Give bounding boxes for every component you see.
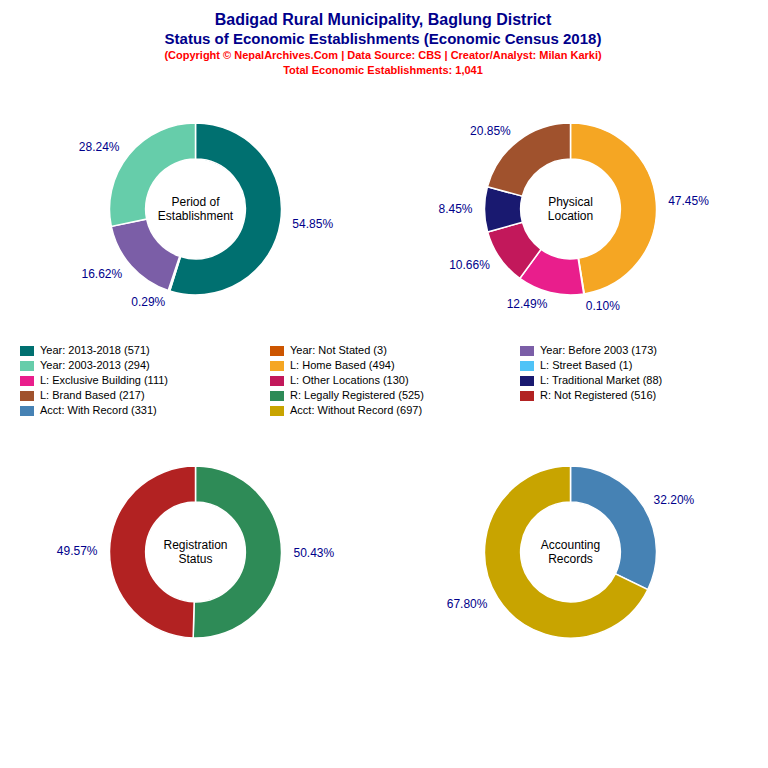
svg-text:28.24%: 28.24% <box>79 140 120 154</box>
svg-text:49.57%: 49.57% <box>57 544 98 558</box>
html-text:Year: 2003-2013 (294): Year: 2003-2013 (294) <box>40 359 150 371</box>
svg-text:10.66%: 10.66% <box>449 258 490 272</box>
svg-text:47.45%: 47.45% <box>668 194 709 208</box>
html-text:L: Brand Based (217): L: Brand Based (217) <box>40 389 145 401</box>
html-text:L: Traditional Market (88): L: Traditional Market (88) <box>540 374 663 386</box>
svg-text:67.80%: 67.80% <box>447 597 488 611</box>
html-text:Year: Not Stated (3): Year: Not Stated (3) <box>290 344 387 356</box>
html-text:L: Home Based (494): L: Home Based (494) <box>290 359 395 371</box>
html-text:R: Legally Registered (525): R: Legally Registered (525) <box>290 389 424 401</box>
html-text:Status of Economic Establishme: Status of Economic Establishments (Econo… <box>164 30 602 47</box>
svg-text:50.43%: 50.43% <box>293 546 334 560</box>
svg-text:16.62%: 16.62% <box>81 267 122 281</box>
svg-text:8.45%: 8.45% <box>438 202 472 216</box>
html-text:R: Not Registered (516): R: Not Registered (516) <box>540 389 657 401</box>
html-text:Acct: Without Record (697): Acct: Without Record (697) <box>290 404 423 416</box>
html-text:Acct: With Record (331): Acct: With Record (331) <box>40 404 157 416</box>
html-text:Registration Status: Registration Status <box>163 538 228 566</box>
svg-text:20.85%: 20.85% <box>470 124 511 138</box>
html-text:Badigad Rural Municipality, Ba: Badigad Rural Municipality, Baglung Dist… <box>214 11 552 28</box>
html-text:Year: 2013-2018 (571): Year: 2013-2018 (571) <box>40 344 150 356</box>
svg-text:12.49%: 12.49% <box>507 297 548 311</box>
svg-text:32.20%: 32.20% <box>654 493 695 507</box>
svg-text:0.29%: 0.29% <box>131 295 165 309</box>
html-text:(Copyright © NepalArchives.Com: (Copyright © NepalArchives.Com | Data So… <box>164 49 602 61</box>
svg-text:0.10%: 0.10% <box>586 299 620 313</box>
svg-text:54.85%: 54.85% <box>292 217 333 231</box>
html-text:L: Street Based (1): L: Street Based (1) <box>540 359 633 371</box>
html-text:Total Economic Establishments:: Total Economic Establishments: 1,041 <box>283 64 483 76</box>
html-text:Period of Establishment: Period of Establishment <box>157 195 234 223</box>
html-text:Year: Before 2003 (173): Year: Before 2003 (173) <box>540 344 657 356</box>
html-text:L: Other Locations (130): L: Other Locations (130) <box>290 374 409 386</box>
html-text:L: Exclusive Building (111): L: Exclusive Building (111) <box>40 374 168 386</box>
html-text:Accounting Records: Accounting Records <box>540 538 601 566</box>
html-text:Physical Location: Physical Location <box>547 195 594 223</box>
